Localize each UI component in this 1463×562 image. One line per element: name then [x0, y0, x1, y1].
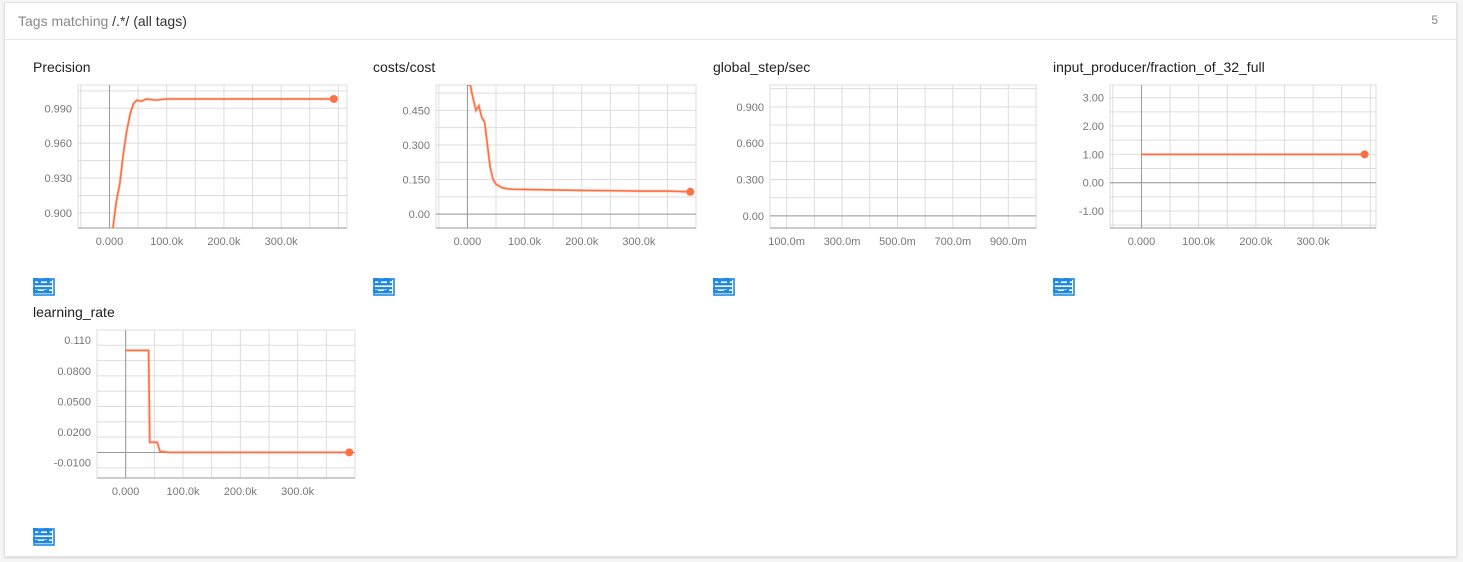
y-tick-label: 1.00 — [1083, 149, 1104, 161]
chart-card-learning-rate: learning_rate 0.000 100.0k 200.0k 300.0k -0.… — [33, 304, 363, 546]
y-tick-label: -1.00 — [1079, 206, 1104, 218]
chart-title: input_producer/fraction_of_32_full — [1053, 59, 1265, 75]
x-tick-label: 100.0k — [150, 236, 184, 248]
y-tick-label: 0.0500 — [57, 396, 91, 408]
series-line[interactable] — [109, 98, 334, 230]
y-tick-label: 3.00 — [1083, 93, 1104, 105]
chart-toolbar — [373, 260, 469, 296]
log-scale-icon[interactable] — [374, 260, 425, 294]
y-tick-label: 0.960 — [44, 138, 72, 150]
chart-plot[interactable]: 0.000 100.0k 200.0k 300.0k 0.00 0.150 0.300 0.4… — [373, 77, 698, 252]
x-tick-label: 100.0k — [1182, 236, 1216, 248]
x-tick-label: 900.0m — [990, 236, 1027, 248]
y-tick-label: 0.00 — [409, 209, 430, 221]
x-tick-label: 0.000 — [96, 236, 124, 248]
tags-matching-title: Tags matching /.*/ (all tags) — [18, 13, 187, 29]
tags-panel: Tags matching /.*/ (all tags) 5 Precisio… — [4, 2, 1457, 557]
fullscreen-icon[interactable] — [713, 260, 733, 292]
chart-plot[interactable]: 100.0m 300.0m 500.0m 700.0m 900.0m 0.00 0.300 0… — [713, 77, 1038, 252]
plot-frame — [96, 329, 356, 479]
chart-plot[interactable]: 0.000 100.0k 200.0k 300.0k -1.00 0.00 1.00 2.00… — [1053, 77, 1378, 252]
x-tick-label: 200.0k — [207, 236, 241, 248]
chart-toolbar — [713, 260, 809, 296]
chart-toolbar — [1053, 260, 1149, 296]
log-scale-icon[interactable] — [1054, 260, 1105, 294]
fit-domain-icon[interactable] — [373, 260, 457, 296]
fit-domain-icon[interactable] — [713, 260, 797, 296]
x-tick-label: 300.0k — [265, 236, 299, 248]
fullscreen-icon[interactable] — [373, 260, 393, 292]
x-tick-label: 700.0m — [935, 236, 972, 248]
y-tick-label: 0.900 — [44, 208, 72, 220]
series-last-point[interactable] — [345, 448, 354, 457]
tags-matching-prefix: Tags matching — [18, 13, 109, 29]
y-tick-label: 0.900 — [736, 102, 764, 114]
y-tick-label: 0.600 — [736, 138, 764, 150]
log-scale-icon[interactable] — [34, 510, 85, 544]
x-tick-label: 300.0k — [622, 236, 656, 248]
series-last-point[interactable] — [329, 94, 338, 103]
y-tick-label: 2.00 — [1083, 121, 1104, 133]
x-tick-label: 200.0k — [1239, 236, 1273, 248]
chart-title: costs/cost — [373, 59, 436, 75]
panel-header[interactable]: Tags matching /.*/ (all tags) 5 — [5, 3, 1456, 40]
y-tick-label: 0.00 — [743, 211, 764, 223]
log-scale-icon[interactable] — [714, 260, 765, 294]
plot-frame — [77, 84, 348, 229]
y-tick-label: 0.930 — [44, 173, 72, 185]
chart-toolbar — [33, 510, 129, 546]
tags-pattern: /.*/ — [112, 13, 130, 29]
series-line[interactable] — [467, 85, 691, 193]
all-tags-label: (all tags) — [133, 13, 187, 29]
series-last-point[interactable] — [1360, 150, 1369, 159]
chart-plot[interactable]: 0.000 100.0k 200.0k 300.0k -0.0100 0.0200 0.05… — [33, 322, 358, 502]
fullscreen-icon[interactable] — [33, 260, 53, 292]
series-line-raw — [110, 97, 334, 228]
x-tick-label: 0.000 — [454, 236, 482, 248]
chart-title: global_step/sec — [713, 59, 811, 75]
series-line-raw — [467, 85, 691, 194]
x-tick-label: 100.0k — [166, 486, 200, 498]
x-tick-label: 300.0m — [824, 236, 861, 248]
fullscreen-icon[interactable] — [33, 510, 53, 542]
fullscreen-icon[interactable] — [1053, 260, 1073, 292]
x-tick-label: 300.0k — [1297, 236, 1331, 248]
y-tick-label: 0.110 — [64, 335, 91, 347]
plot-frame — [1109, 84, 1377, 229]
fit-domain-icon[interactable] — [33, 260, 117, 296]
fit-domain-icon[interactable] — [33, 510, 117, 546]
chart-card-input-producer: input_producer/fraction_of_32_full 0.000… — [1053, 59, 1383, 296]
series-last-point[interactable] — [686, 187, 695, 196]
chart-toolbar — [33, 260, 129, 296]
chart-plot[interactable]: 0.000 100.0k 200.0k 300.0k 0.900 0.930 0.960 0.… — [33, 77, 353, 252]
y-tick-label: 0.450 — [402, 105, 430, 117]
x-tick-label: 200.0k — [224, 486, 258, 498]
x-tick-label: 500.0m — [879, 236, 916, 248]
y-tick-label: 0.990 — [44, 103, 72, 115]
y-tick-label: -0.0100 — [54, 458, 91, 470]
y-tick-label: 0.0800 — [57, 366, 91, 378]
log-scale-icon[interactable] — [34, 260, 85, 294]
x-tick-label: 100.0k — [508, 236, 542, 248]
chart-title: learning_rate — [33, 304, 115, 320]
x-tick-label: 300.0k — [281, 486, 315, 498]
chart-card-global-step-sec: global_step/sec 100.0m 300.0m 500.0m 700.0m… — [713, 59, 1043, 296]
x-tick-label: 0.000 — [112, 486, 140, 498]
y-tick-label: 0.300 — [402, 140, 430, 152]
x-tick-label: 0.000 — [1128, 236, 1156, 248]
fit-domain-icon[interactable] — [1053, 260, 1137, 296]
y-tick-label: 0.00 — [1083, 178, 1104, 190]
y-tick-label: 0.150 — [402, 175, 430, 187]
chart-title: Precision — [33, 59, 91, 75]
x-tick-label: 200.0k — [565, 236, 599, 248]
chart-card-costs-cost: costs/cost 0.000 100.0k 200.0k 300.0k 0.00 0.… — [373, 59, 703, 296]
series-line[interactable] — [125, 349, 350, 454]
chart-card-precision: Precision 0.000 100.0k 200.0k 300.0k 0.900 0.… — [33, 59, 353, 296]
y-tick-label: 0.300 — [736, 175, 764, 187]
tag-count: 5 — [1431, 13, 1438, 27]
y-tick-label: 0.0200 — [57, 427, 91, 439]
x-tick-label: 100.0m — [768, 236, 805, 248]
